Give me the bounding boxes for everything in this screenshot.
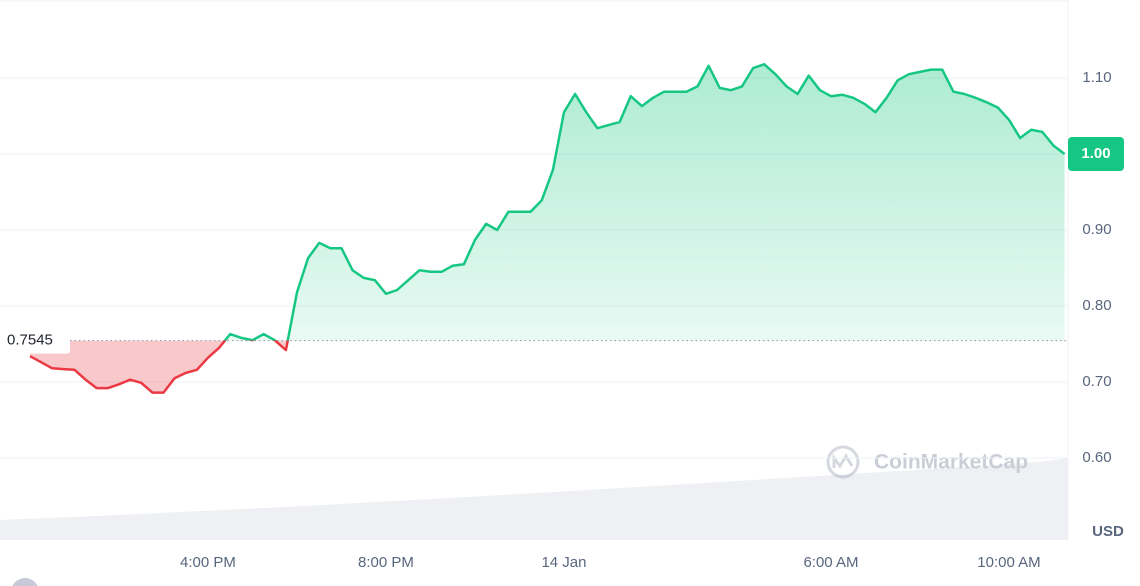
- x-tick-label: 10:00 AM: [977, 554, 1040, 571]
- area-group: [30, 64, 1065, 393]
- x-tick-label: 8:00 PM: [358, 554, 414, 571]
- watermark: CoinMarketCap: [874, 451, 1028, 474]
- watermark-logo: [826, 445, 860, 479]
- x-tick-label: 14 Jan: [541, 554, 586, 571]
- y-tick-label: 1.10: [1082, 69, 1111, 86]
- avatar: [12, 578, 38, 586]
- last-price-label: 1.00: [1081, 145, 1110, 162]
- price-line: [29, 63, 1066, 394]
- baseline-label-box: [0, 327, 70, 354]
- area-down: [30, 340, 1065, 393]
- y-tick-label: 0.90: [1082, 221, 1111, 238]
- baseline-label: 0.7545: [7, 332, 53, 349]
- y-tick-label: 0.60: [1082, 449, 1111, 466]
- volume-area: [0, 458, 1068, 540]
- x-tick-label: 6:00 AM: [803, 554, 858, 571]
- area-up: [224, 64, 1065, 341]
- y-tick-label: 0.70: [1082, 373, 1111, 390]
- unit-label: USD: [1092, 523, 1124, 540]
- x-tick-label: 4:00 PM: [180, 554, 236, 571]
- last-price-box: [1068, 137, 1124, 171]
- y-tick-label: 0.80: [1082, 297, 1111, 314]
